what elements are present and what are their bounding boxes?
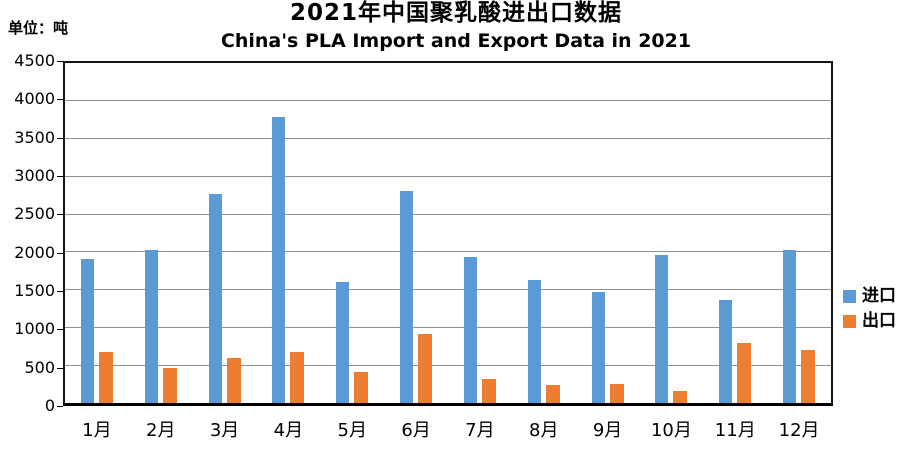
- y-tick-label-1500: 1500: [14, 281, 55, 300]
- y-tick-mark: [57, 291, 63, 292]
- bar-出口-1月: [98, 351, 113, 403]
- x-axis-labels: 1月 2月 3月 4月 5月 6月 7月 8月 9月 10月 11月 12月: [63, 412, 833, 452]
- legend-item-import: 进口: [843, 288, 896, 305]
- unit-label: 单位：吨: [8, 19, 69, 37]
- gridline-1000: [65, 326, 831, 328]
- chart-header: 2021年中国聚乳酸进出口数据 China's PLA Import and E…: [0, 0, 912, 52]
- import-swatch-icon: [843, 290, 856, 303]
- bar-出口-5月: [354, 372, 369, 403]
- plot-area: [63, 61, 833, 406]
- x-tick-label-10月: 10月: [650, 420, 692, 441]
- legend-item-export: 出口: [843, 313, 896, 330]
- y-axis: 0 500 1000 1500 2000 2500 3000 3500 4000 4500: [0, 53, 55, 414]
- y-tick-label-4500: 4500: [14, 51, 55, 70]
- bar-出口-6月: [418, 333, 433, 403]
- y-tick-label-4000: 4000: [14, 89, 55, 109]
- bar-出口-11月: [737, 343, 752, 403]
- x-tick-label-11月: 11月: [714, 420, 756, 441]
- bar-出口-9月: [609, 384, 624, 403]
- gridline-2500: [65, 213, 831, 215]
- bar-出口-12月: [801, 350, 816, 403]
- bar-进口-7月: [463, 257, 477, 403]
- y-tick-label-1000: 1000: [14, 319, 55, 339]
- y-tick-label-2000: 2000: [14, 242, 55, 262]
- y-tick-mark: [57, 214, 63, 216]
- bar-进口-10月: [655, 254, 669, 403]
- bar-出口-2月: [162, 368, 177, 403]
- bar-进口-11月: [719, 300, 733, 403]
- y-tick-label-2500: 2500: [14, 204, 55, 224]
- x-tick-label-5月: 5月: [337, 420, 367, 441]
- gridline-500: [65, 364, 831, 366]
- x-tick-label-2月: 2月: [146, 420, 176, 441]
- x-tick-label-6月: 6月: [401, 420, 431, 441]
- bar-出口-3月: [226, 358, 241, 403]
- chart-area: 0 500 1000 1500 2000 2500 3000 3500 4000 4500 进口 …: [0, 53, 912, 414]
- x-tick-label-7月: 7月: [465, 420, 495, 441]
- y-tick-label-500: 500: [24, 357, 55, 377]
- x-tick-label-12月: 12月: [778, 420, 820, 441]
- y-tick-mark: [57, 176, 63, 177]
- x-tick-label-9月: 9月: [592, 420, 623, 441]
- chart-title: 2021年中国聚乳酸进出口数据: [289, 0, 622, 26]
- gridline-4000: [65, 100, 831, 102]
- export-swatch-icon: [843, 315, 856, 328]
- y-tick-mark: [57, 137, 63, 139]
- y-tick-label-0: 0: [44, 396, 55, 415]
- bar-进口-5月: [336, 282, 350, 403]
- legend-label-export: 出口: [862, 311, 896, 331]
- gridline-3500: [65, 138, 831, 140]
- bar-出口-8月: [545, 384, 560, 403]
- bar-出口-4月: [290, 351, 305, 403]
- bar-出口-7月: [481, 378, 496, 403]
- bar-进口-12月: [783, 250, 797, 403]
- chart-subtitle: China's PLA Import and Export Data in 20…: [220, 30, 692, 52]
- y-tick-label-3000: 3000: [14, 166, 55, 185]
- bar-出口-10月: [673, 390, 688, 403]
- gridline-3000: [65, 175, 831, 177]
- x-tick-label-3月: 3月: [209, 420, 240, 441]
- y-tick-mark: [57, 61, 63, 62]
- gridline-2000: [65, 251, 831, 253]
- legend: 进口 出口: [843, 288, 896, 338]
- y-tick-label-3500: 3500: [14, 127, 55, 147]
- bar-进口-3月: [208, 194, 222, 403]
- y-tick-mark: [57, 367, 63, 369]
- bar-进口-6月: [400, 191, 414, 403]
- bar-进口-9月: [591, 291, 605, 403]
- x-tick-label-4月: 4月: [273, 420, 304, 441]
- y-tick-mark: [57, 329, 63, 331]
- y-tick-mark: [57, 406, 63, 407]
- x-tick-label-1月: 1月: [82, 420, 112, 441]
- y-tick-mark: [57, 252, 63, 254]
- bar-进口-1月: [80, 259, 94, 403]
- legend-label-import: 进口: [862, 286, 896, 306]
- bar-进口-2月: [144, 249, 158, 403]
- bar-进口-8月: [527, 279, 541, 403]
- y-tick-mark: [57, 99, 63, 101]
- bar-进口-4月: [272, 117, 286, 403]
- x-tick-label-8月: 8月: [529, 420, 559, 441]
- gridline-1500: [65, 289, 831, 291]
